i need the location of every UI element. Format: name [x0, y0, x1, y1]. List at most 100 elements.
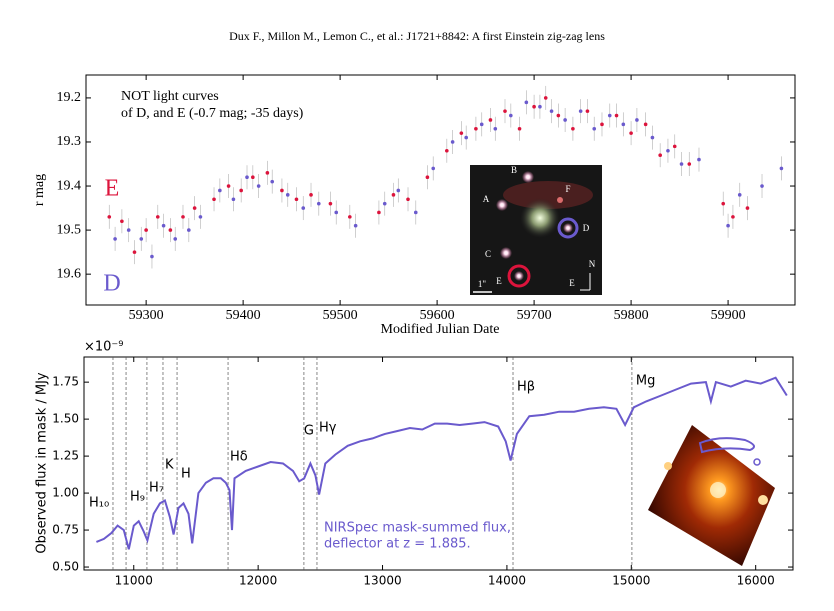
inset-label: C	[485, 249, 491, 259]
mask-image	[648, 425, 775, 566]
x-tick-label: 13000	[363, 574, 401, 588]
data-point	[198, 215, 203, 219]
image-d	[563, 223, 573, 233]
inset-label: D	[583, 223, 590, 233]
contour	[753, 458, 761, 466]
data-point	[687, 162, 692, 166]
data-point	[396, 188, 401, 193]
bright-spot	[758, 495, 768, 505]
image-c	[500, 247, 512, 259]
y-tick-label: 1.00	[52, 486, 79, 500]
inset-label: 1"	[478, 279, 487, 289]
circle-d	[557, 217, 579, 239]
y-tick-label: 19.2	[57, 90, 82, 105]
y-tick-label: 1.50	[52, 412, 79, 426]
y-tick-label: 1.25	[52, 449, 79, 463]
data-point	[450, 140, 455, 144]
data-point	[245, 175, 249, 180]
data-point	[132, 250, 137, 254]
lens-image: A B C D E F 1" N E	[470, 165, 602, 295]
data-point	[139, 237, 144, 241]
data-point	[556, 113, 561, 118]
data-point	[413, 210, 418, 215]
line-label: Hγ	[319, 421, 337, 436]
x-tick-label: 59700	[517, 308, 552, 323]
data-point	[192, 206, 197, 210]
inset-label: B	[511, 165, 517, 175]
y-tick-label: 19.4	[57, 178, 82, 193]
data-point	[348, 215, 352, 219]
data-point	[585, 109, 590, 113]
data-point	[517, 126, 522, 131]
data-point	[643, 122, 648, 127]
data-point	[328, 201, 333, 206]
inset-label: F	[565, 184, 570, 194]
data-point	[334, 210, 339, 215]
data-point	[635, 118, 639, 122]
data-point	[155, 215, 160, 219]
page-header: Dux F., Millon M., Lemon C., et al.: J17…	[229, 29, 605, 43]
annotation: of D, and E (-0.7 mag; -35 days)	[121, 106, 304, 121]
data-point	[666, 148, 670, 153]
image-e	[514, 271, 524, 281]
data-point	[679, 162, 684, 166]
data-point	[509, 113, 513, 118]
axes-frame	[85, 74, 796, 306]
data-point	[607, 113, 612, 118]
arc	[503, 181, 593, 209]
x-tick-label: 59900	[711, 308, 746, 323]
data-point	[161, 223, 166, 228]
y-axis-label: Observed flux in mask / MJy	[35, 372, 50, 554]
data-point	[316, 201, 321, 206]
data-point	[187, 228, 191, 232]
data-point	[538, 104, 542, 109]
data-point	[578, 109, 583, 113]
data-point	[431, 166, 436, 171]
circle-e	[507, 264, 531, 288]
x-tick-label: 16000	[737, 574, 775, 588]
data-point	[464, 135, 469, 140]
data-point	[231, 197, 236, 202]
data-point	[524, 100, 529, 105]
annotation: NOT light curves	[121, 89, 219, 104]
data-point	[251, 175, 255, 180]
data-point	[737, 193, 742, 197]
data-point	[543, 96, 548, 100]
data-point	[779, 166, 784, 171]
data-point	[488, 118, 493, 122]
data-point	[309, 193, 313, 197]
line-label: K	[165, 458, 174, 473]
data-point	[265, 171, 270, 175]
data-point	[650, 135, 655, 140]
x-tick-label: 59500	[323, 308, 358, 323]
bright-spot	[664, 462, 672, 470]
line-label: Hβ	[517, 380, 535, 395]
data-point	[745, 206, 750, 210]
data-point	[592, 126, 597, 131]
data-point	[474, 126, 478, 131]
data-point	[532, 104, 536, 109]
spectrum-line	[96, 376, 788, 550]
data-point	[445, 148, 449, 153]
data-point	[120, 219, 124, 224]
data-point	[226, 184, 231, 188]
data-point	[126, 228, 131, 232]
image-f	[557, 197, 563, 203]
data-point	[181, 215, 185, 219]
line-label: Hδ	[230, 450, 248, 465]
x-tick-label: 14000	[488, 574, 526, 588]
data-point	[144, 228, 148, 232]
x-tick-label: 12000	[239, 574, 277, 588]
data-point	[212, 197, 216, 202]
data-point	[425, 175, 430, 180]
annotation: NIRSpec mask-summed flux,	[324, 521, 511, 536]
data-point	[459, 131, 464, 135]
image-a	[496, 199, 508, 211]
x-tick-label: 59800	[614, 308, 649, 323]
legend-label: E	[105, 176, 120, 202]
data-point	[721, 201, 726, 206]
data-point	[760, 184, 764, 188]
inset-label: E	[569, 278, 575, 288]
line-label: G	[304, 424, 314, 439]
x-tick-label: 15000	[612, 574, 650, 588]
